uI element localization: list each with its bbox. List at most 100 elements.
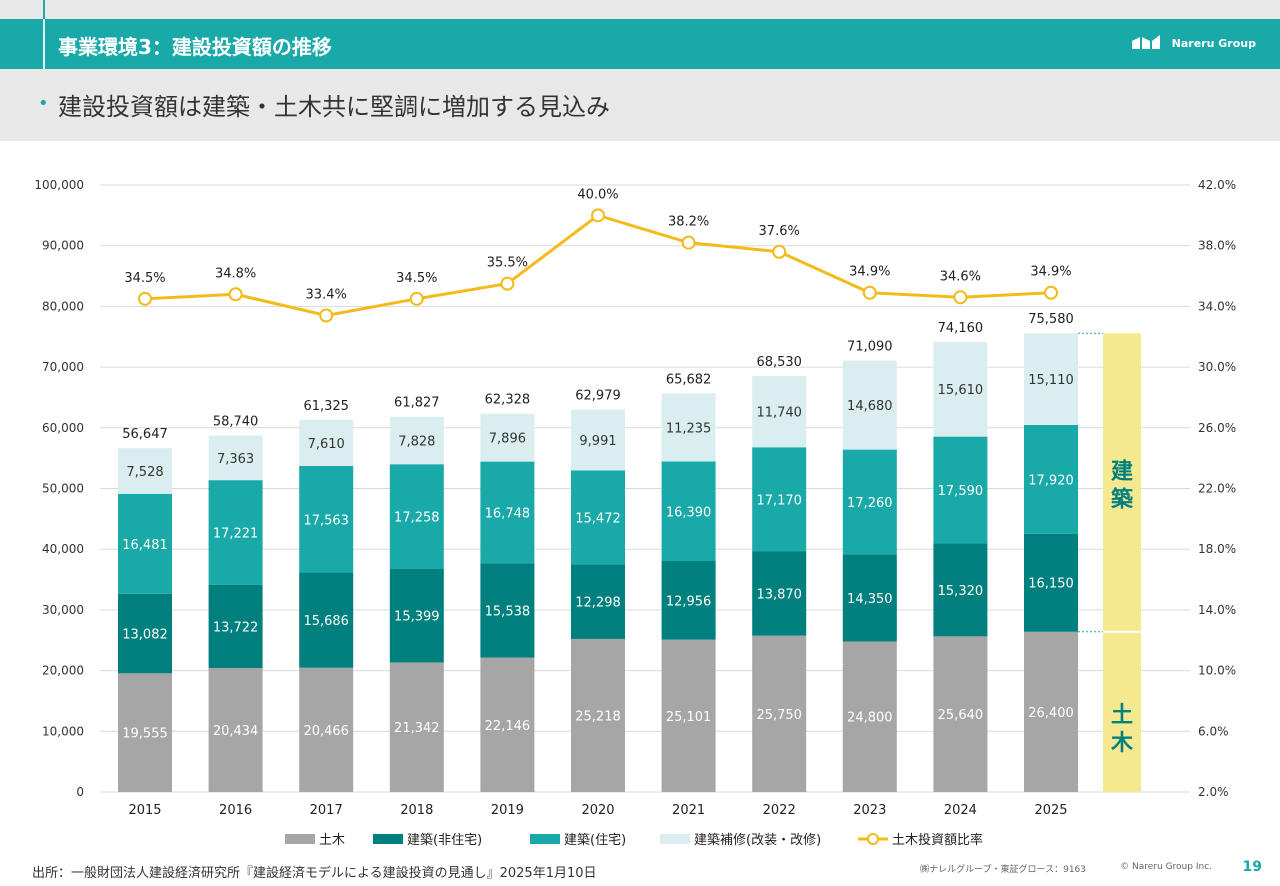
bar-value-label: 13,082 [122, 628, 168, 643]
y-left-tick-label: 50,000 [42, 482, 84, 496]
bar-segment [389, 568, 444, 663]
ratio-label: 34.6% [940, 269, 981, 284]
bar-segment [208, 584, 263, 668]
bar-segment [1024, 333, 1078, 425]
y-right-tick-label: 2.0% [1198, 785, 1229, 799]
bar-segment [1024, 533, 1078, 632]
bar-value-label: 11,235 [666, 421, 712, 436]
bar-segment [1024, 424, 1078, 534]
footer-copyright: © Nareru Group Inc. [1120, 862, 1212, 872]
bar-segment [933, 341, 988, 437]
bar-value-label: 17,920 [1028, 473, 1074, 488]
page-title: 事業環境3：建設投資額の推移 [58, 35, 332, 59]
bar-total-label: 71,090 [847, 339, 893, 354]
bar-segment [389, 416, 444, 465]
y-right-tick-label: 22.0% [1198, 482, 1236, 496]
bar-value-label: 13,870 [756, 588, 802, 603]
bar-segment [299, 465, 354, 573]
bar-value-label: 17,260 [847, 496, 893, 511]
y-left-tick-label: 80,000 [42, 299, 84, 313]
ratio-label: 34.8% [215, 266, 256, 281]
bar-segment [842, 449, 897, 555]
bar-segment [752, 447, 807, 552]
bar-total-label: 56,647 [122, 427, 168, 442]
bar-segment [389, 662, 444, 792]
y-right-tick-label: 34.0% [1198, 299, 1236, 313]
bar-value-label: 15,610 [938, 383, 984, 398]
bar-segment [933, 636, 988, 792]
bar-segment [752, 635, 807, 792]
ratio-point [138, 291, 152, 306]
legend-swatch [373, 834, 403, 844]
bar-value-label: 24,800 [847, 711, 893, 726]
brand-logo: Nareru Group [1131, 35, 1256, 51]
ratio-point [591, 208, 605, 223]
accent-line [43, 0, 45, 19]
bullet-icon: • [38, 93, 49, 114]
bar-total-label: 61,325 [303, 399, 349, 414]
bar-segment [661, 393, 716, 462]
bar-total-label: 75,580 [1028, 312, 1074, 327]
bar-segment [842, 360, 897, 450]
x-tick-label: 2020 [581, 803, 614, 818]
kenchiku-label: 建 [1111, 459, 1133, 484]
x-tick-label: 2025 [1034, 803, 1067, 818]
bar-value-label: 17,258 [394, 511, 440, 526]
bar-value-label: 15,686 [303, 614, 349, 629]
bar-value-label: 15,399 [394, 610, 440, 625]
legend-label: 土木投資額比率 [892, 832, 983, 848]
y-left-tick-label: 0 [76, 785, 84, 799]
bar-value-label: 17,563 [303, 513, 349, 528]
bar-segment [661, 461, 716, 561]
y-right-tick-label: 18.0% [1198, 542, 1236, 556]
bar-segment [480, 461, 535, 564]
legend-swatch [867, 833, 879, 845]
nareru-logo-icon [1131, 35, 1160, 49]
bar-value-label: 9,991 [579, 434, 616, 449]
bar-total-label: 65,682 [666, 372, 712, 387]
bar-segment [661, 560, 716, 640]
bar-segment [118, 448, 172, 494]
doboku-label: 土 [1111, 703, 1133, 728]
y-left-tick-label: 70,000 [42, 360, 84, 374]
bar-segment [842, 641, 897, 792]
bar-total-label: 62,979 [575, 389, 621, 404]
ratio-point [772, 244, 787, 259]
bar-segment [842, 554, 897, 642]
x-tick-label: 2018 [400, 803, 433, 818]
bar-segment [208, 480, 263, 585]
bar-segment [299, 419, 354, 466]
bar-value-label: 7,896 [489, 432, 526, 447]
bar-value-label: 16,748 [485, 506, 531, 521]
bar-segment [571, 470, 625, 565]
bar-segment [933, 543, 988, 637]
page-header: 事業環境3：建設投資額の推移 Nareru Group [0, 19, 1280, 69]
bar-total-label: 58,740 [213, 414, 259, 429]
ratio-label: 34.9% [1030, 265, 1071, 280]
source-note: 出所：一般財団法人建設経済研究所『建設経済モデルによる建設投資の見通し』2025… [32, 866, 597, 881]
y-right-tick-label: 42.0% [1198, 178, 1236, 192]
x-tick-label: 2024 [944, 803, 977, 818]
bar-value-label: 22,146 [485, 719, 531, 734]
y-right-tick-label: 30.0% [1198, 360, 1236, 374]
y-right-tick-label: 26.0% [1198, 421, 1236, 435]
bar-segment [389, 464, 444, 569]
bar-segment [118, 673, 172, 792]
bar-segment [571, 564, 625, 639]
ratio-point [681, 235, 696, 250]
y-left-tick-label: 100,000 [34, 178, 84, 192]
x-tick-label: 2016 [219, 803, 252, 818]
y-left-tick-label: 60,000 [42, 421, 84, 435]
legend-swatch [530, 834, 560, 844]
subheading-band: • 建設投資額は建築・土木共に堅調に増加する見込み [0, 69, 1280, 141]
y-right-tick-label: 6.0% [1198, 724, 1229, 738]
construction-investment-chart: 0 2.0% 10,000 6.0% 20,000 10.0% 30,000 14.0% 40,… [34, 178, 1236, 848]
bar-value-label: 13,722 [213, 620, 259, 635]
bar-segment [208, 435, 263, 481]
legend-swatch [660, 834, 690, 844]
brand-name: Nareru Group [1171, 36, 1256, 50]
bar-segment [299, 667, 354, 792]
bar-value-label: 20,434 [213, 724, 259, 739]
legend-label: 建築(住宅) [564, 833, 626, 848]
bar-value-label: 14,680 [847, 399, 893, 414]
